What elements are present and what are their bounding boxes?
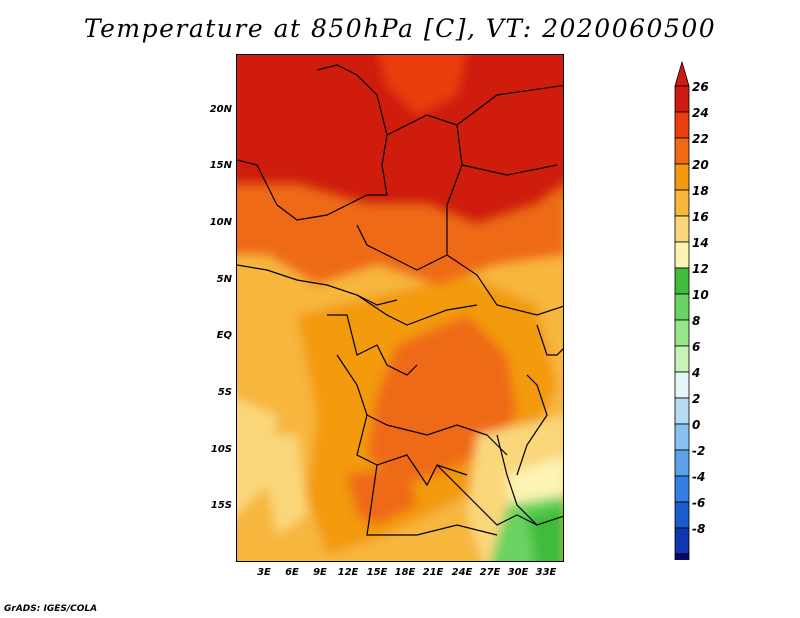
legend-label-20: 20 — [692, 158, 709, 172]
lon-label-33e: 33E — [535, 567, 557, 578]
lat-label-15n: 15N — [209, 160, 232, 171]
lon-label-21e: 21E — [422, 567, 444, 578]
lon-label-30e: 30E — [507, 567, 529, 578]
colorbar-swatch — [674, 293, 690, 321]
legend-label-neg4: -4 — [692, 470, 706, 484]
colorbar-swatch — [674, 319, 690, 347]
legend-label-14: 14 — [692, 236, 709, 250]
colorbar-swatch — [674, 267, 690, 295]
legend-label-neg8: -8 — [692, 522, 706, 536]
lat-label-20n: 20N — [209, 104, 232, 115]
colorbar-swatch — [674, 241, 690, 269]
country-borders — [237, 64, 563, 536]
colorbar-swatch — [674, 85, 690, 113]
colorbar-swatch — [674, 215, 690, 243]
lon-label-12e: 12E — [337, 567, 359, 578]
lon-label-3e: 3E — [257, 567, 271, 578]
lat-label-5n: 5N — [216, 274, 232, 285]
lat-label-5s: 5S — [217, 387, 232, 398]
colorbar-swatch — [674, 163, 690, 191]
lon-label-6e: 6E — [285, 567, 299, 578]
legend-label-26: 26 — [692, 80, 709, 94]
temperature-map — [236, 54, 564, 562]
legend-label-24: 24 — [692, 106, 709, 120]
legend-label-neg6: -6 — [692, 496, 706, 510]
lon-label-27e: 27E — [479, 567, 501, 578]
grads-credit: GrADS: IGES/COLA — [4, 604, 98, 614]
lat-label-eq: EQ — [216, 330, 232, 341]
colorbar-swatch — [674, 475, 690, 503]
colorbar-swatch — [674, 345, 690, 373]
colorbar-swatch — [674, 553, 690, 560]
legend-label-4: 4 — [692, 366, 701, 380]
colorbar-swatch — [674, 397, 690, 425]
lon-label-24e: 24E — [451, 567, 473, 578]
colorbar-swatch — [674, 423, 690, 451]
legend-label-6: 6 — [692, 340, 701, 354]
legend-label-2: 2 — [692, 392, 701, 406]
colorbar-swatch — [674, 449, 690, 477]
legend-label-22: 22 — [692, 132, 709, 146]
colorbar-swatch — [674, 137, 690, 165]
legend-label-8: 8 — [692, 314, 701, 328]
chart-title: Temperature at 850hPa [C], VT: 202006050… — [83, 14, 717, 43]
lon-label-9e: 9E — [313, 567, 327, 578]
legend-label-0: 0 — [692, 418, 701, 432]
colorbar-swatch — [674, 111, 690, 139]
legend-label-18: 18 — [692, 184, 709, 198]
colorbar-top-arrow — [674, 60, 690, 87]
legend-label-12: 12 — [692, 262, 709, 276]
legend-label-16: 16 — [692, 210, 709, 224]
colorbar — [674, 60, 690, 560]
lat-label-15s: 15S — [210, 500, 232, 511]
colorbar-swatch — [674, 501, 690, 529]
colorbar-swatch — [674, 189, 690, 217]
temperature-field — [237, 55, 563, 561]
colorbar-swatch — [674, 527, 690, 555]
lon-label-15e: 15E — [366, 567, 388, 578]
lat-label-10s: 10S — [210, 444, 232, 455]
lon-label-18e: 18E — [394, 567, 416, 578]
legend-label-10: 10 — [692, 288, 709, 302]
legend-label-neg2: -2 — [692, 444, 706, 458]
colorbar-swatch — [674, 371, 690, 399]
lat-label-10n: 10N — [209, 217, 232, 228]
